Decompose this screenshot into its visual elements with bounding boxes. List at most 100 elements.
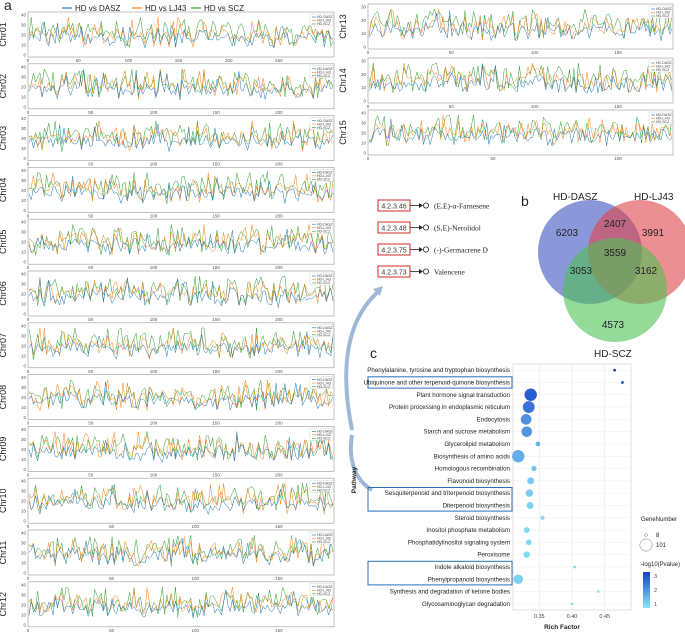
x-tick-label: 100 (150, 213, 158, 218)
x-tick-label: 50 (88, 110, 94, 115)
mini-legend-label: HD-LJ43 (317, 278, 331, 282)
ec-number: 4.2.3.75 (381, 248, 406, 255)
mini-legend-label: HD-LJ43 (317, 71, 331, 75)
y-tick-label: 30 (21, 333, 27, 338)
density-trace (28, 381, 334, 411)
mini-legend-label: HD-DASZ (317, 15, 333, 19)
color-legend-tick: 3 (654, 574, 657, 580)
x-tick-label: 150 (212, 162, 220, 167)
x-tick-label: 50 (109, 628, 115, 633)
x-tick-label: 0 (27, 524, 30, 529)
y-tick-label: 30 (21, 385, 27, 390)
y-tick-label: 0 (23, 415, 26, 420)
x-tick-label: 200 (275, 162, 283, 167)
product-node (422, 202, 429, 209)
y-tick-label: 0 (23, 208, 26, 213)
x-tick-label: 50 (88, 421, 94, 426)
y-tick-label: 40 (21, 427, 27, 432)
x-tick-label: 50 (88, 369, 94, 374)
mini-legend-label: HD-SCZ (317, 22, 331, 26)
enrichment-point (535, 441, 541, 447)
x-tick-label: 0.40 (567, 614, 578, 620)
density-trace (28, 586, 334, 615)
enzyme-row: 4.2.3.75 (-)-Germacrene D (377, 243, 489, 256)
x-tick-label: 0 (27, 628, 30, 633)
y-tick-label: 30 (21, 178, 27, 183)
size-legend-title: GeneNumber (641, 517, 677, 523)
legend-label-scz: HD vs SCZ (204, 4, 244, 13)
mini-legend-label: HD-DASZ (317, 378, 333, 382)
y-tick-label: 10 (21, 405, 27, 410)
density-trace (28, 21, 334, 49)
pathway-label: Plant hormone signal transduction (416, 392, 510, 399)
venn-dasz-scz: 3053 (570, 266, 593, 277)
x-tick-label: 100 (150, 317, 158, 322)
y-tick-label: 0 (23, 467, 26, 472)
product-node (422, 268, 429, 275)
x-tick-label: 0 (27, 110, 30, 115)
x-tick-label: 200 (275, 213, 283, 218)
mini-legend-label: HD-LJ43 (656, 65, 670, 69)
connector-arrowhead-icon (373, 286, 383, 296)
product-name: (E,E)-α-Farnesene (434, 202, 490, 211)
mini-legend-label: HD-DASZ (317, 533, 333, 537)
y-tick-label: 20 (361, 18, 367, 23)
density-trace (368, 8, 673, 41)
x-tick-label: 200 (275, 110, 283, 115)
chromosome-label: Chr15 (338, 120, 348, 145)
mini-legend-label: HD-SCZ (317, 126, 331, 130)
mini-legend-label: HD-LJ43 (317, 589, 331, 593)
enrichment-point (525, 489, 534, 497)
density-trace (28, 70, 334, 101)
mini-legend-label: HD-SCZ (317, 281, 331, 285)
highlight-box (367, 376, 513, 389)
x-tick-label: 200 (275, 317, 283, 322)
y-tick-label: 40 (21, 220, 27, 225)
enrichment-point (526, 501, 534, 509)
enrichment-bubble-chart: Pathway Rich Factor GeneNumber -log10(Pv… (351, 363, 680, 631)
ec-number: 4.2.3.73 (381, 270, 406, 277)
product-name: Valencene (434, 268, 465, 277)
density-trace (28, 331, 334, 360)
arrow-head-icon (419, 225, 423, 230)
color-legend-tick: 2 (654, 588, 657, 594)
pathway-label: Glycerolipid metabolism (444, 441, 510, 448)
y-tick-label: 10 (21, 561, 27, 566)
venn-only-scz: 4573 (602, 320, 625, 331)
legend-label-lj43: HD vs LJ43 (145, 4, 187, 13)
x-tick-label: 0 (367, 104, 370, 109)
x-tick-label: 150 (212, 421, 220, 426)
y-tick-label: 10 (21, 43, 27, 48)
density-trace (368, 63, 673, 94)
pathway-label: Ubiquinone and other terpenoid-quinone b… (363, 379, 510, 386)
y-tick-label: 40 (21, 64, 27, 69)
density-trace (28, 483, 334, 515)
y-tick-label: 40 (21, 323, 27, 328)
x-tick-label: 50 (88, 213, 94, 218)
enzyme-list: 4.2.3.46 (E,E)-α-Farnesene 4.2.3.48 (S,E… (377, 199, 490, 278)
mini-legend-label: HD-DASZ (656, 61, 672, 65)
y-tick-label: 0 (23, 156, 26, 161)
chromosome-plot-frame (27, 115, 335, 161)
x-tick-label: 0 (27, 369, 30, 374)
chromosome-plot-frame (367, 57, 674, 104)
x-tick-label: 50 (88, 317, 94, 322)
pathway-label: Starch and sucrose metabolism (423, 429, 510, 436)
x-tick-label: 150 (175, 58, 183, 63)
enrichment-point (613, 368, 617, 372)
enrichment-point (520, 414, 532, 425)
y-tick-label: 0 (363, 99, 366, 104)
mini-legend-label: HD-DASZ (317, 67, 333, 71)
venn-dasz-lj43: 2407 (604, 219, 627, 230)
x-tick-label: 0.35 (534, 614, 545, 620)
venn-lj43-scz: 3162 (635, 266, 658, 277)
enrichment-point (531, 465, 537, 472)
density-trace (28, 431, 334, 461)
x-tick-label: 150 (614, 104, 622, 109)
enrichment-point (522, 401, 535, 413)
x-tick-label: 50 (109, 576, 115, 581)
size-legend-value: 101 (656, 543, 667, 549)
x-tick-label: 50 (76, 58, 82, 63)
mini-legend-label: HD-DASZ (317, 222, 333, 226)
